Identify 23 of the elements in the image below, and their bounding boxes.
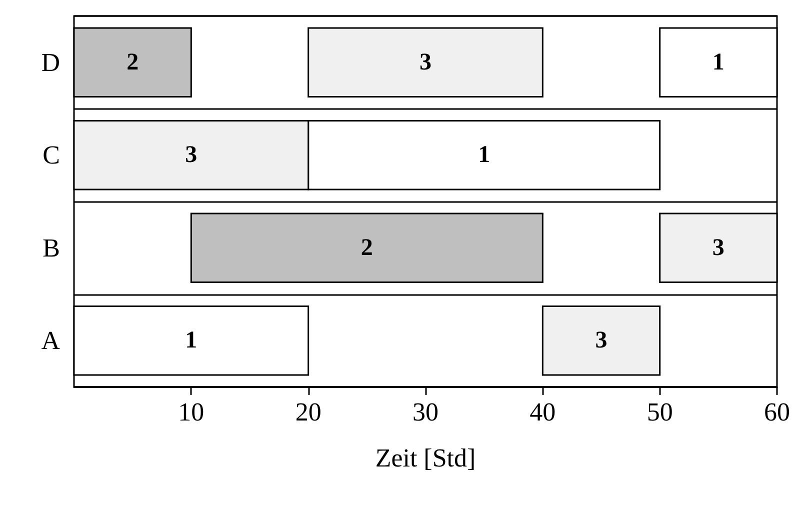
series-label: 1 [478, 142, 490, 168]
text: 2 [126, 49, 139, 76]
text: 3 [420, 49, 432, 76]
y-tick-label: A [41, 326, 60, 356]
text: 3 [712, 234, 724, 261]
bar [542, 306, 661, 376]
series-label: 3 [185, 142, 198, 168]
x-tick-label: 10 [178, 398, 204, 426]
series-label: 2 [360, 234, 373, 261]
text: 1 [185, 328, 198, 354]
y-tick-label: B [42, 233, 60, 262]
bar [308, 27, 544, 98]
x-tick-label: 30 [412, 398, 438, 426]
y-tick-label: D [41, 48, 60, 77]
text: 1 [712, 49, 724, 76]
bar [190, 212, 544, 283]
x-tick-label: 20 [295, 398, 322, 426]
y-tick-label: C [42, 140, 60, 170]
x-tick-label: 50 [646, 398, 673, 426]
text: 3 [595, 328, 608, 354]
x-tick-label: 60 [764, 398, 790, 426]
x-tick-label: 40 [530, 398, 556, 426]
x-axis-title: Zeit [Std] [375, 444, 476, 472]
